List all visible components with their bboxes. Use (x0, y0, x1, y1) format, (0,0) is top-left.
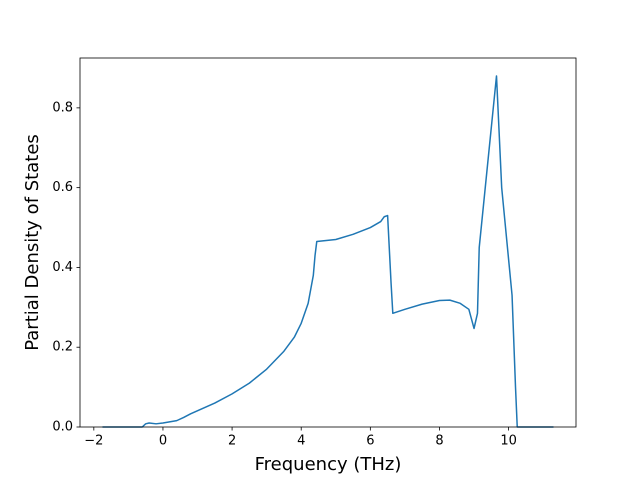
y-tick-label: 0.0 (52, 420, 73, 435)
data-line (102, 75, 554, 428)
y-tick-label: 0.4 (52, 260, 73, 275)
y-tick-label: 0.6 (52, 180, 73, 195)
x-tick-label: −2 (84, 434, 103, 449)
x-tick-label: 10 (500, 434, 517, 449)
x-axis-label: Frequency (THz) (255, 454, 402, 475)
x-tick-label: 8 (435, 434, 443, 449)
y-axis-label: Partial Density of States (22, 134, 43, 351)
y-tick-label: 0.2 (52, 340, 73, 355)
x-tick-label: 4 (297, 434, 305, 449)
x-tick-label: 6 (366, 434, 374, 449)
x-tick-label: 2 (228, 434, 236, 449)
y-tick-label: 0.8 (52, 100, 73, 115)
axes-frame (79, 57, 577, 428)
x-tick-label: 0 (159, 434, 167, 449)
